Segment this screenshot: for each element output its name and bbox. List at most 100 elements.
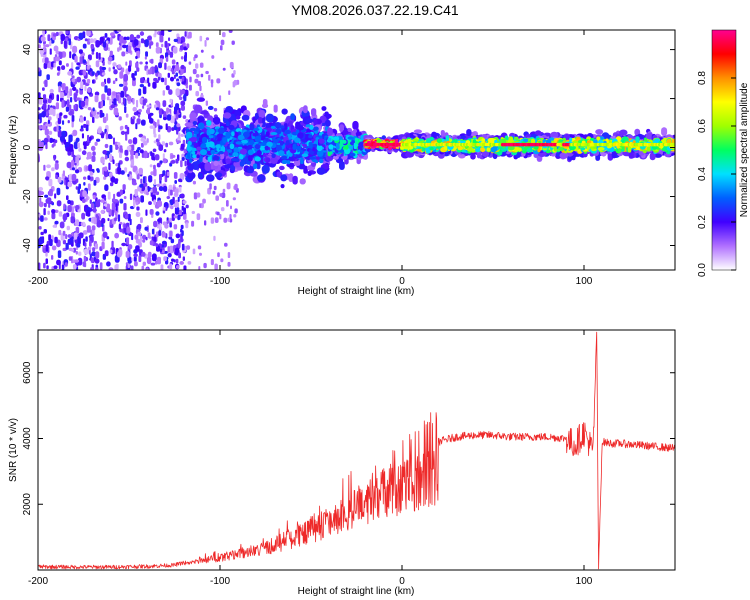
spectrogram-cell: [88, 164, 93, 172]
spectrogram-cell: [142, 105, 145, 109]
spectrogram-cell: [204, 40, 207, 47]
spectrogram-cell: [94, 114, 99, 119]
spectrogram-cell: [172, 65, 175, 69]
spectrogram-cell: [66, 195, 69, 201]
spectrogram-cell: [215, 195, 219, 201]
spectrogram-cell: [222, 32, 226, 38]
spectrogram-cell: [202, 198, 206, 204]
spectrogram-cell: [48, 178, 53, 187]
spectrogram-cell: [200, 143, 208, 149]
spectrogram-cell: [182, 200, 187, 204]
spectrogram-cell: [205, 174, 215, 182]
spectrogram-cell: [116, 192, 121, 197]
spectrogram-cell: [72, 264, 77, 270]
spectrogram-cell: [104, 155, 108, 160]
spectrogram-cell: [166, 220, 170, 224]
spectrogram-cell: [128, 244, 133, 250]
spectrogram-cell: [38, 44, 41, 49]
spectrogram-cell: [182, 256, 185, 261]
spectrogram-cell: [39, 47, 44, 55]
spectrogram-cell: [151, 253, 157, 262]
spectrogram-cell: [154, 121, 157, 128]
spectrogram-cell: [149, 125, 154, 129]
spectrogram-cell: [305, 118, 314, 124]
spectrogram-cell: [150, 58, 154, 64]
spectrogram-cell: [49, 188, 53, 197]
spectrogram-cell: [80, 222, 84, 226]
spectrogram-cell: [83, 248, 89, 255]
spectrogram-cell: [264, 145, 269, 151]
spectrogram-cell: [68, 256, 72, 261]
spectrogram-cell: [122, 44, 127, 49]
spectrogram-cell: [342, 129, 349, 135]
spectrogram-cell: [165, 142, 168, 148]
spectrogram-cell: [134, 234, 139, 240]
spectrogram-cell: [126, 145, 132, 151]
spectrogram-cell: [75, 205, 80, 210]
spectrogram-cell: [81, 212, 85, 220]
spectrogram-cell: [233, 214, 237, 218]
spectrogram-cell: [124, 149, 129, 156]
spectrogram-cell: [165, 123, 168, 131]
spectrogram-cell: [152, 148, 157, 153]
spectrogram-cell: [185, 204, 189, 209]
spectrogram-cell: [173, 215, 178, 219]
spectrogram-cell: [90, 203, 95, 209]
spectrogram-cell: [197, 172, 204, 179]
spectrogram-cell: [112, 80, 116, 84]
spectrogram-cell: [99, 36, 104, 45]
spectrogram-cell: [123, 36, 127, 41]
spectrogram-cell: [85, 197, 88, 202]
spectrogram-cell: [67, 199, 71, 205]
spectrogram-cell: [187, 261, 192, 265]
spectrogram-cell: [38, 92, 41, 97]
spectrogram-cell: [63, 203, 66, 210]
spectrogram-cell: [321, 106, 327, 111]
spectrogram-cell: [46, 74, 50, 80]
spectrogram-cell: [54, 162, 59, 170]
spectrogram-cell: [254, 144, 261, 150]
spectrogram-cell: [242, 145, 249, 149]
spectrogram-cell: [142, 176, 146, 184]
spectrogram-cell: [135, 123, 138, 130]
spectrogram-cell: [43, 262, 46, 269]
spectrogram-cell: [174, 188, 179, 196]
spectrogram-cell: [72, 45, 78, 54]
spectrogram-cell: [51, 245, 57, 251]
spectrogram-cell: [292, 143, 297, 150]
spectrogram-cell: [125, 113, 129, 118]
spectrogram-cell: [279, 165, 285, 171]
spectrogram-cell: [135, 55, 138, 60]
spectrogram-cell: [58, 85, 61, 93]
spectrogram-cell: [308, 134, 313, 139]
spectrogram-cell: [108, 267, 114, 270]
spectrogram-cell: [155, 107, 160, 111]
spectrogram-cell: [45, 258, 48, 265]
spectrogram-cell: [258, 117, 263, 124]
spectrogram-cell: [55, 160, 59, 164]
spectrogram-cell: [257, 174, 266, 182]
spectrogram-cell: [126, 36, 130, 41]
spectrogram-cell: [119, 150, 123, 159]
spectrogram-cell: [83, 176, 87, 180]
spectrogram-cell: [142, 239, 146, 243]
spectrogram-cell: [234, 109, 241, 117]
spectrogram-cell: [63, 139, 67, 145]
spectrogram-cell: [132, 77, 136, 81]
spectrogram-cell: [113, 137, 115, 145]
spectrogram-cell: [118, 116, 122, 121]
spectrogram-cell: [70, 216, 75, 224]
spectrogram-cell: [63, 114, 68, 119]
spectrogram-cell: [155, 79, 159, 83]
spectrogram-cell: [49, 88, 54, 94]
spectrogram-cell: [71, 173, 77, 182]
spectrogram-cell: [67, 71, 73, 76]
spectrogram-cell: [71, 160, 74, 167]
spectrogram-cell: [230, 205, 232, 210]
spectrogram-cell: [209, 183, 212, 190]
spectrogram-cell: [111, 209, 114, 217]
spectrogram-cell: [133, 111, 138, 116]
spectrogram-cell: [172, 196, 175, 204]
spectrogram-cell: [76, 178, 79, 183]
spectrogram-cell: [43, 44, 46, 53]
